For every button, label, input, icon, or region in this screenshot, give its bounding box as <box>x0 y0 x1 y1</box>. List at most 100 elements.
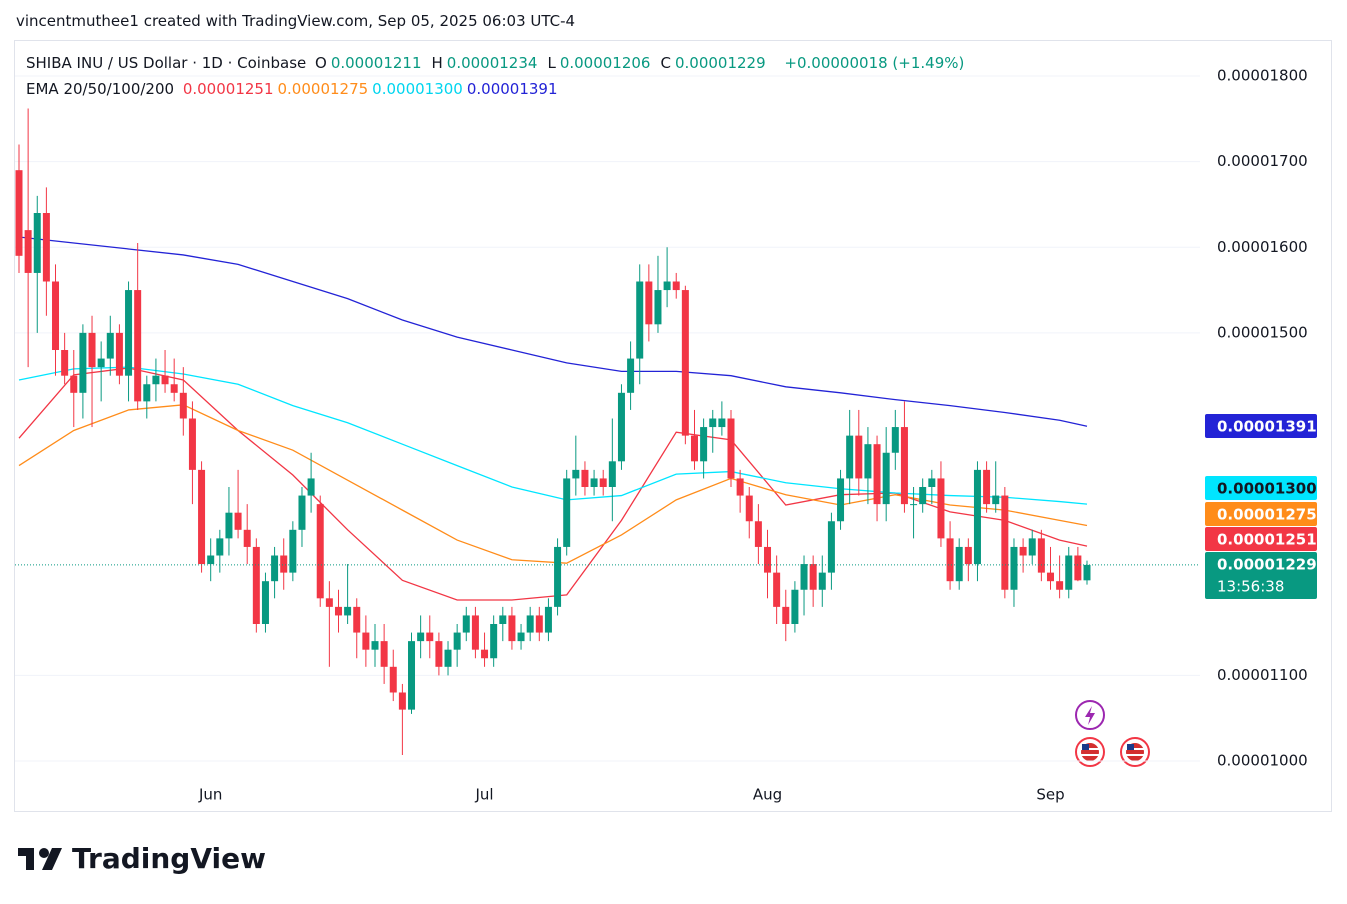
candle <box>198 461 206 573</box>
candle-body <box>97 358 105 368</box>
candle-body <box>88 332 96 368</box>
candle-body <box>471 615 479 650</box>
candle-body <box>654 290 662 325</box>
price-badge-label: 0.00001391 <box>1217 418 1317 436</box>
grid <box>15 75 1200 762</box>
candle-body <box>125 290 133 376</box>
candle-body <box>718 418 726 428</box>
candle <box>782 589 790 642</box>
candle <box>882 427 890 522</box>
candle-body <box>1065 555 1073 590</box>
candle <box>736 469 744 513</box>
candle <box>544 598 552 642</box>
candle <box>225 487 233 556</box>
candle <box>919 478 927 513</box>
candle <box>398 683 406 756</box>
ohlc-values: O 0.00001211 H 0.00001234 L 0.00001206 C 0.0000… <box>315 54 776 72</box>
candle-body <box>307 478 315 496</box>
candle <box>143 375 151 419</box>
candle <box>261 572 269 633</box>
candle-body <box>727 418 735 479</box>
candle <box>508 606 516 650</box>
x-tick-label: Jul <box>474 786 493 804</box>
candle-body <box>490 624 498 659</box>
candle-body <box>773 572 781 607</box>
candle <box>581 461 589 496</box>
candle-body <box>636 281 644 359</box>
candle <box>170 358 178 402</box>
change: +0.00000018 (+1.49%) <box>784 54 965 72</box>
candle-body <box>417 632 425 642</box>
candle <box>252 538 260 633</box>
candle <box>481 632 489 667</box>
candle-body <box>52 281 60 350</box>
candle-body <box>992 495 1000 505</box>
candle-body <box>79 332 87 393</box>
ohlc-letter: C <box>660 54 671 72</box>
candle-body <box>910 504 918 506</box>
candle-body <box>827 521 835 573</box>
candle-body <box>207 555 215 565</box>
candle <box>672 272 680 299</box>
candle-body <box>161 375 169 385</box>
candle-body <box>973 469 981 565</box>
candle-body <box>408 641 416 710</box>
candle-body <box>572 469 580 479</box>
indicator-legend: EMA 20/50/100/200 0.00001251 0.00001275 0.… <box>26 80 566 98</box>
candle <box>15 144 23 273</box>
indicator-value: 0.00001275 <box>277 80 369 98</box>
logo-text: TradingView <box>72 842 266 875</box>
candle-body <box>1019 546 1027 556</box>
candle-body <box>1037 538 1045 573</box>
candle-body <box>435 641 443 667</box>
candle <box>554 538 562 616</box>
candle-body <box>298 495 306 530</box>
candle-body <box>1001 495 1009 590</box>
candle-body <box>681 290 689 436</box>
candle <box>709 409 717 453</box>
candle <box>846 409 854 505</box>
candle <box>79 324 87 419</box>
ohlc-value: 0.00001211 <box>330 54 422 72</box>
candle <box>946 521 954 590</box>
candle <box>827 512 835 590</box>
candle <box>125 281 133 402</box>
candle <box>964 538 972 582</box>
candle <box>88 315 96 428</box>
price-badge-label: 0.00001275 <box>1217 506 1317 524</box>
candle-body <box>764 546 772 573</box>
candle-body <box>745 495 753 522</box>
candle-body <box>700 427 708 462</box>
indicator-value: 0.00001251 <box>182 80 274 98</box>
candle-body <box>334 606 342 616</box>
candle <box>426 615 434 659</box>
candle <box>992 461 1000 513</box>
candle <box>718 401 726 436</box>
candle <box>900 401 908 513</box>
candle <box>654 255 662 333</box>
candle-body <box>709 418 717 428</box>
candle <box>745 487 753 539</box>
candle-body <box>389 666 397 693</box>
candle-body <box>325 598 333 607</box>
y-tick-label: 0.00001500 <box>1217 323 1308 341</box>
candle <box>572 435 580 496</box>
candle-body <box>380 641 388 667</box>
candle <box>837 469 845 530</box>
y-tick-label: 0.00001800 <box>1217 67 1308 85</box>
candle <box>33 195 41 333</box>
candle <box>97 341 105 402</box>
candle-body <box>70 375 78 393</box>
candle <box>973 461 981 582</box>
candle <box>983 461 991 513</box>
candle <box>1056 555 1064 599</box>
candle-body <box>398 692 406 710</box>
candle-body <box>919 487 927 505</box>
candle-body <box>955 546 963 582</box>
candle <box>700 418 708 479</box>
candle <box>453 624 461 667</box>
ohlc-letter: L <box>547 54 556 72</box>
candle-body <box>690 435 698 462</box>
candle-body <box>964 546 972 565</box>
candle <box>645 264 653 342</box>
